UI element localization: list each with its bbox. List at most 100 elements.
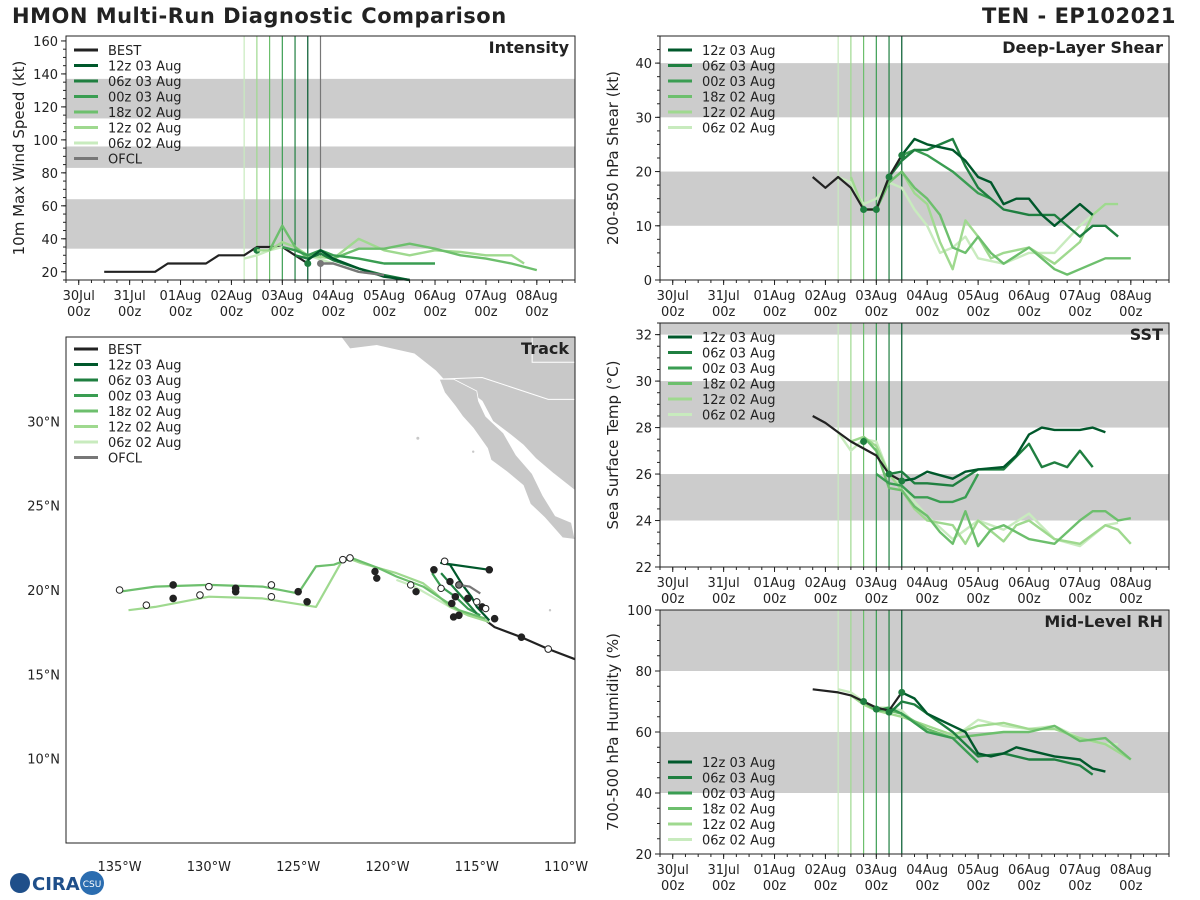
- x-tick-label-hour: 00z: [966, 305, 990, 320]
- track-marker-12z-02-aug-5: [142, 601, 151, 609]
- track-marker-best-2: [490, 614, 499, 623]
- x-tick-label-hour: 00z: [67, 305, 91, 320]
- y-tick-label: 60: [41, 200, 58, 215]
- x-tick-label-date: 04Aug: [906, 289, 948, 304]
- legend-label-00z-03-aug: 00z 03 Aug: [108, 91, 182, 106]
- legend-label-ofcl: OFCL: [108, 452, 143, 467]
- y-axis-label: 700-500 hPa Humidity (%): [604, 633, 622, 831]
- tracks-layer: [115, 554, 575, 661]
- series-line-18z-02-aug: [862, 436, 1132, 548]
- track-y-tick-label: 10°N: [27, 753, 60, 768]
- x-tick-label-date: 03Aug: [855, 863, 897, 878]
- x-tick-label-hour: 00z: [661, 879, 685, 894]
- mainland-shape: [340, 337, 575, 491]
- x-tick-label-date: 07Aug: [1059, 576, 1101, 591]
- series-line-12z-03-aug: [901, 691, 1106, 773]
- legend-label-06z-02-aug: 06z 02 Aug: [108, 436, 182, 451]
- x-tick-label-hour: 00z: [525, 305, 549, 320]
- x-tick-label-hour: 00z: [423, 305, 447, 320]
- y-tick-label: 30: [635, 375, 652, 390]
- band-1: [660, 381, 1169, 428]
- y-tick-label: 26: [635, 468, 652, 483]
- x-tick-label-hour: 00z: [220, 305, 244, 320]
- marker-best-2: [898, 477, 906, 485]
- track-extra-marker-6: [406, 581, 415, 589]
- legend-label-06z-02-aug: 06z 02 Aug: [702, 834, 776, 849]
- track-marker-12z-03-aug-0: [485, 565, 494, 574]
- legend-label-ofcl: OFCL: [108, 153, 143, 168]
- x-tick-label-hour: 00z: [1119, 305, 1143, 320]
- track-marker-12z-02-aug-1: [267, 592, 276, 601]
- x-tick-label-date: 02Aug: [804, 289, 846, 304]
- island-0: [416, 436, 420, 440]
- x-tick-label-hour: 00z: [322, 305, 346, 320]
- x-tick-label-hour: 00z: [169, 305, 193, 320]
- x-tick-label-hour: 00z: [271, 305, 295, 320]
- legend-label-12z-02-aug: 12z 02 Aug: [702, 106, 776, 121]
- y-tick-label: 160: [33, 35, 58, 50]
- marker-best-0: [860, 206, 868, 214]
- x-tick-label-hour: 00z: [1068, 879, 1092, 894]
- x-tick-label-hour: 00z: [865, 879, 889, 894]
- x-tick-label-hour: 00z: [1017, 305, 1041, 320]
- x-tick-label-date: 08Aug: [1110, 576, 1152, 591]
- x-tick-label-date: 02Aug: [804, 576, 846, 591]
- track-marker-best-1: [517, 633, 526, 642]
- y-tick-label: 60: [635, 726, 652, 741]
- legend-label-00z-03-aug: 00z 03 Aug: [702, 787, 776, 802]
- marker-best-2: [885, 173, 893, 181]
- band-1: [660, 63, 1169, 118]
- track-marker-18z-02-aug-2: [294, 587, 302, 596]
- logo-sub: CSU: [83, 880, 102, 890]
- panel-title: Mid-Level RH: [1044, 612, 1163, 631]
- marker-ofcl-0: [317, 260, 324, 268]
- y-tick-label: 40: [41, 233, 58, 248]
- legend-label-12z-02-aug: 12z 02 Aug: [702, 393, 776, 408]
- x-tick-label-hour: 00z: [1119, 592, 1143, 607]
- x-tick-label-date: 08Aug: [516, 289, 558, 304]
- cira-logo: CIRA CSU: [10, 871, 104, 895]
- x-tick-label-hour: 00z: [966, 592, 990, 607]
- track-marker-12z-03-aug-2: [464, 594, 472, 603]
- y-tick-label: 100: [627, 604, 652, 619]
- series-line-00z-03-aug: [875, 473, 980, 504]
- legend-label-06z-03-aug: 06z 03 Aug: [702, 60, 776, 75]
- x-tick-label-date: 01Aug: [754, 576, 796, 591]
- border-line: [439, 376, 575, 400]
- marker-best-3: [898, 151, 906, 159]
- legend-label-00z-03-aug: 00z 03 Aug: [702, 362, 776, 377]
- x-tick-label-date: 05Aug: [957, 289, 999, 304]
- track-marker-12z-02-aug-0: [303, 598, 311, 606]
- land-layer: [340, 337, 575, 612]
- x-tick-label-date: 03Aug: [261, 289, 303, 304]
- y-tick-label: 40: [635, 787, 652, 802]
- x-tick-label-date: 08Aug: [1110, 289, 1152, 304]
- legend-label-12z-03-aug: 12z 03 Aug: [108, 60, 182, 75]
- x-tick-label-date: 01Aug: [754, 289, 796, 304]
- marker-best-1: [885, 470, 893, 478]
- x-tick-label-date: 06Aug: [414, 289, 456, 304]
- y-tick-label: 20: [41, 266, 58, 281]
- x-tick-label-hour: 00z: [865, 305, 889, 320]
- x-tick-label-date: 30Jul: [63, 289, 95, 304]
- x-tick-label-hour: 00z: [474, 305, 498, 320]
- x-tick-label-date: 02Aug: [804, 863, 846, 878]
- legend-label-12z-03-aug: 12z 03 Aug: [108, 359, 182, 374]
- legend-label-06z-02-aug: 06z 02 Aug: [702, 122, 776, 137]
- storm-id: TEN - EP102021: [982, 4, 1176, 28]
- x-tick-label-hour: 00z: [814, 879, 838, 894]
- series-line-12z-02-aug: [256, 237, 525, 265]
- track-marker-18z-02-aug-5: [205, 582, 213, 591]
- x-tick-label-hour: 00z: [712, 879, 736, 894]
- y-tick-label: 22: [635, 561, 652, 576]
- y-tick-label: 120: [33, 101, 58, 116]
- x-tick-label-date: 03Aug: [855, 576, 897, 591]
- track-y-tick-label: 30°N: [27, 415, 60, 430]
- legend-label-12z-02-aug: 12z 02 Aug: [108, 421, 182, 436]
- track-marker-18z-02-aug-7: [115, 586, 124, 594]
- x-tick-label-date: 07Aug: [465, 289, 507, 304]
- track-x-tick-label: 120°W: [365, 860, 409, 875]
- marker-best-0: [860, 438, 868, 446]
- figure-title: HMON Multi-Run Diagnostic Comparison: [12, 4, 507, 28]
- track-x-tick-label: 125°W: [276, 860, 320, 875]
